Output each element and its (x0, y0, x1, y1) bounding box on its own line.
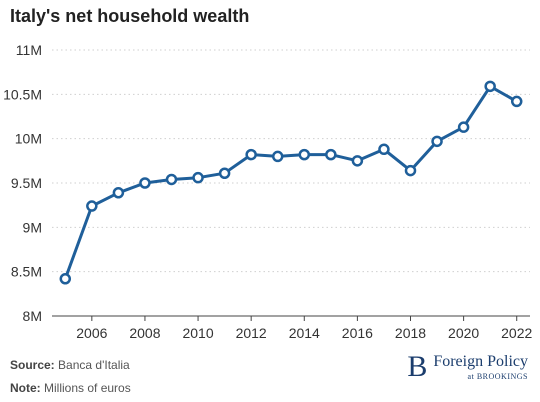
y-tick-label: 11M (16, 42, 42, 58)
x-tick-label: 2022 (501, 325, 532, 340)
y-tick-label: 8.5M (11, 264, 42, 280)
y-tick-label: 9M (23, 219, 42, 235)
data-point (484, 80, 496, 93)
data-point (139, 177, 151, 189)
x-tick-label: 2018 (395, 325, 426, 340)
brand-logo: B Foreign Policy at BROOKINGS (407, 352, 528, 382)
data-point (378, 143, 390, 156)
data-point (218, 167, 231, 179)
note-value: Millions of euros (44, 381, 131, 395)
page-title: Italy's net household wealth (10, 6, 250, 26)
data-point (271, 150, 284, 163)
x-tick-label: 2016 (342, 325, 373, 340)
source-note: Source: Banca d'Italia (10, 358, 130, 372)
data-point (404, 164, 417, 177)
x-tick-label: 2020 (448, 325, 479, 340)
units-note: Note: Millions of euros (10, 381, 131, 395)
data-point (245, 148, 257, 161)
y-tick-label: 10M (15, 131, 42, 147)
source-value: Banca d'Italia (58, 358, 130, 372)
data-point (192, 171, 204, 184)
x-tick-label: 2012 (236, 325, 267, 340)
data-point (457, 121, 470, 133)
y-tick-label: 10.5M (3, 86, 42, 102)
note-label: Note: (10, 381, 41, 395)
x-tick-label: 2014 (289, 325, 320, 340)
brand-name: Foreign Policy (433, 352, 528, 370)
source-label: Source: (10, 358, 55, 372)
line-chart: 8M 8.5M 9M 9.5M 10M 10.5M 11M 2006 2008 2010 2012 2… (3, 42, 532, 340)
data-point (86, 200, 98, 212)
x-tick-label: 2006 (76, 325, 107, 340)
data-point (510, 95, 523, 108)
y-tick-label: 9.5M (11, 175, 42, 191)
brand-mark-icon: B (407, 350, 428, 383)
x-tick-label: 2008 (129, 325, 160, 340)
brand-text: Foreign Policy at BROOKINGS (433, 352, 528, 381)
data-point (325, 148, 337, 161)
brand-sub: at BROOKINGS (467, 371, 528, 381)
data-point (165, 173, 178, 186)
data-point (59, 273, 72, 285)
data-point (431, 135, 443, 148)
data-point (298, 148, 311, 161)
data-point (351, 155, 364, 167)
x-tick-label: 2010 (182, 325, 213, 340)
data-point (112, 187, 125, 199)
y-tick-label: 8M (23, 308, 42, 324)
